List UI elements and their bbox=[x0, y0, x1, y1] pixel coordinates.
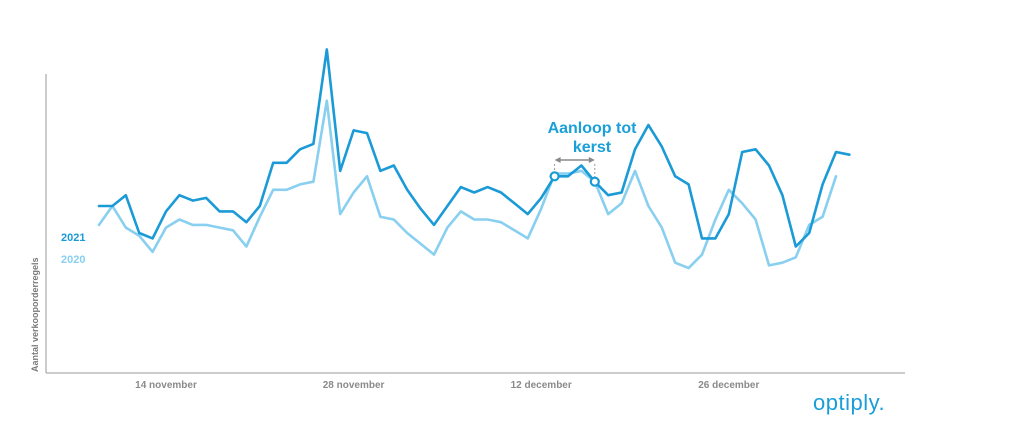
x-tick-label: 26 december bbox=[698, 380, 759, 391]
y-axis-label: Aantal verkooporderregels bbox=[30, 257, 40, 372]
annotation-text-line1: Aanloop tot bbox=[548, 120, 638, 137]
series-line-2021 bbox=[97, 48, 851, 248]
annotation-arrowhead-right bbox=[588, 157, 595, 163]
x-tick-label: 12 december bbox=[511, 380, 572, 391]
annotation-christmas-run-up: Aanloop tot kerst bbox=[548, 120, 638, 187]
x-tick-label: 28 november bbox=[323, 380, 385, 391]
series-label-2020: 2020 bbox=[61, 254, 85, 266]
series-line-2020 bbox=[97, 99, 838, 270]
optiply-logo: optiply. bbox=[813, 390, 885, 415]
x-tick-labels: 14 november 28 november 12 december 26 dece… bbox=[135, 380, 759, 391]
annotation-marker-start bbox=[549, 171, 560, 182]
series-label-2021: 2021 bbox=[61, 232, 85, 244]
x-tick-label: 14 november bbox=[135, 380, 197, 391]
annotation-text-line2: kerst bbox=[573, 139, 612, 156]
annotation-arrowhead-left bbox=[554, 157, 561, 163]
annotation-marker-end bbox=[589, 176, 600, 187]
